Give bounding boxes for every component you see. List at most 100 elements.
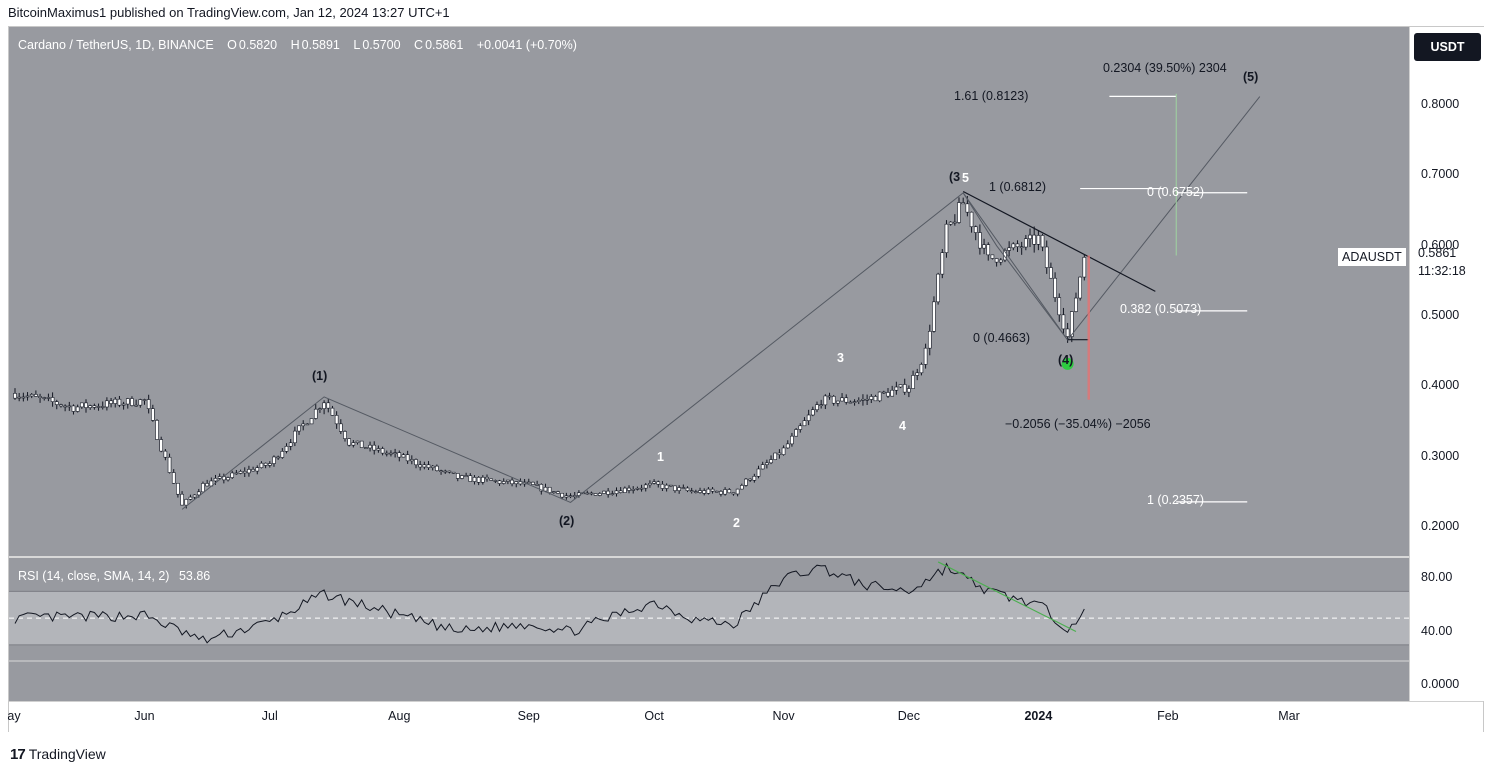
candle-body	[886, 392, 890, 397]
candle-body	[75, 406, 80, 412]
open-label: O	[227, 38, 237, 52]
candle-body	[882, 391, 886, 394]
candle-body	[280, 451, 285, 458]
resistance-trendline	[962, 190, 1156, 292]
candle-body	[861, 398, 865, 401]
candle-body	[397, 452, 402, 458]
candle-body	[25, 395, 30, 398]
candle-body	[765, 462, 769, 465]
fib-label-161: 1.61 (0.8123)	[954, 89, 1029, 103]
candle-body	[902, 384, 907, 393]
candle-body	[827, 395, 832, 398]
candle-body	[267, 463, 272, 466]
wave-label-2: (2)	[559, 514, 575, 528]
pane-separator[interactable]	[9, 556, 1483, 558]
high-label: H	[290, 38, 300, 52]
candle-body	[668, 484, 673, 487]
candle-body	[1040, 235, 1045, 248]
price-tick-label: 0.5000	[1421, 308, 1460, 322]
tradingview-logo-icon[interactable]: 17	[10, 746, 26, 763]
candle-body	[334, 415, 339, 425]
candle-body	[844, 397, 849, 403]
candle-body	[589, 492, 594, 495]
wave-label-4: (4)	[1058, 353, 1074, 367]
currency-button[interactable]: USDT	[1414, 33, 1481, 61]
candle-body	[376, 448, 381, 451]
candle-body	[727, 489, 732, 494]
time-axis[interactable]	[9, 701, 1483, 732]
candle-body	[213, 478, 218, 482]
candle-body	[355, 440, 360, 443]
symbol-header: Cardano / TetherUS, 1D, BINANCE O 0.5820 …	[18, 38, 579, 52]
candle-body	[969, 211, 974, 228]
candle-body	[46, 397, 51, 399]
candle-body	[802, 420, 807, 427]
candle-body	[556, 491, 560, 494]
candle-body	[38, 396, 42, 398]
candle-body	[485, 476, 489, 480]
time-tick-label: Nov	[772, 709, 795, 723]
candle-body	[1057, 297, 1062, 316]
candle-body	[652, 481, 656, 484]
candle-body	[59, 404, 63, 407]
candle-body	[389, 452, 393, 455]
candle-body	[535, 484, 539, 486]
price-axis[interactable]	[1409, 27, 1484, 701]
candle-body	[973, 226, 978, 233]
candle-body	[80, 402, 84, 408]
price-tick-label: 0.7000	[1421, 167, 1460, 182]
candle-body	[823, 395, 828, 406]
rsi-line	[14, 562, 1085, 644]
candle-body	[297, 425, 301, 432]
candle-body	[1036, 235, 1041, 245]
candle-body	[994, 258, 999, 263]
candle-body	[414, 459, 418, 466]
candle-body	[689, 490, 694, 492]
candle-body	[451, 471, 456, 474]
fib-label-0382: 0.382 (0.5073)	[1120, 302, 1202, 316]
candle-body	[631, 489, 636, 491]
candle-body	[965, 203, 970, 213]
candle-body	[677, 487, 681, 491]
candle-body	[151, 408, 155, 421]
candle-body	[330, 407, 335, 416]
candle-body	[167, 456, 172, 473]
subwave-label-1: 1	[657, 450, 664, 464]
rsi-header: RSI (14, close, SMA, 14, 2) 53.86	[18, 569, 210, 583]
candle-body	[752, 475, 757, 481]
candle-body	[602, 490, 606, 494]
candle-body	[911, 375, 915, 389]
candle-body	[393, 452, 397, 454]
candle-body	[493, 480, 498, 482]
candle-body	[1049, 267, 1053, 279]
candle-body	[648, 483, 652, 486]
time-tick-label: 2024	[1024, 709, 1053, 723]
candle-body	[205, 483, 209, 487]
candle-body	[1065, 328, 1070, 337]
candle-body	[944, 223, 949, 253]
candle-body	[313, 408, 318, 419]
price-pane[interactable]	[9, 27, 1409, 557]
rsi-trendline	[937, 561, 1077, 633]
bullish-marker	[1061, 357, 1074, 370]
candle-body	[63, 405, 67, 408]
candle-body	[1061, 314, 1066, 330]
candle-body	[105, 400, 109, 408]
candle-body	[819, 404, 823, 406]
measure-up-label: 0.2304 (39.50%) 2304	[1103, 61, 1227, 75]
candle-body	[50, 397, 55, 402]
candle-body	[877, 391, 882, 402]
candle-body	[468, 475, 473, 482]
candle-body	[29, 394, 34, 397]
candle-body	[109, 400, 113, 404]
candle-body	[476, 477, 481, 483]
footer-brand[interactable]: TradingView	[28, 746, 106, 762]
candle-body	[226, 477, 230, 481]
candle-body	[364, 447, 368, 449]
elliott-wave-path	[181, 96, 1261, 510]
candle-body	[192, 494, 197, 498]
close-label: C	[414, 38, 424, 52]
candle-body	[923, 347, 928, 365]
candle-body	[196, 491, 201, 496]
candle-body	[100, 406, 105, 408]
